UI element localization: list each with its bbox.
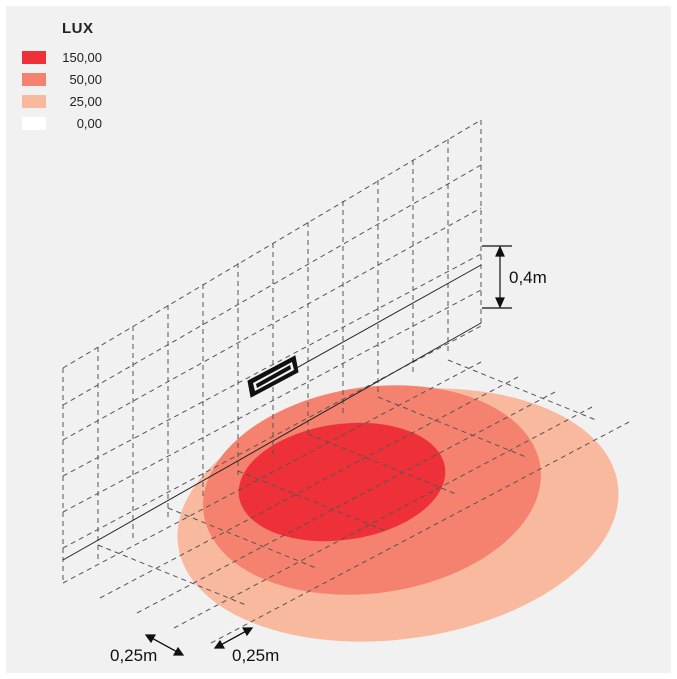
legend-value-0: 0,00: [76, 115, 102, 131]
grid-spacing-dimensions: [144, 627, 254, 656]
legend-swatch-150: [22, 50, 46, 64]
legend-value-150: 150,00: [62, 49, 102, 65]
legend-swatch-0: [22, 116, 46, 130]
floor-grid: [62, 359, 630, 644]
height-dimension-label: 0,4m: [509, 268, 547, 287]
grid-spacing-label-y: 0,25m: [232, 646, 280, 665]
legend-item-25: 25,00: [22, 90, 142, 112]
legend-title: LUX: [62, 20, 94, 37]
legend-value-25: 25,00: [69, 93, 102, 109]
height-dimension: [482, 245, 512, 309]
legend-item-50: 50,00: [22, 68, 142, 90]
legend-swatch-50: [22, 72, 46, 86]
legend-item-0: 0,00: [22, 112, 142, 134]
wall-grid: [62, 119, 482, 583]
grid-spacing-label-x: 0,25m: [110, 646, 158, 665]
legend-swatch-25: [22, 94, 46, 108]
light-pool: [177, 385, 619, 642]
wall-luminaire: [247, 355, 299, 398]
legend-value-50: 50,00: [69, 71, 102, 87]
light-pool-150-lux: [238, 422, 446, 542]
lux-legend: LUX 150,00 50,00 25,00 0,00: [22, 20, 142, 134]
legend-item-150: 150,00: [22, 46, 142, 68]
